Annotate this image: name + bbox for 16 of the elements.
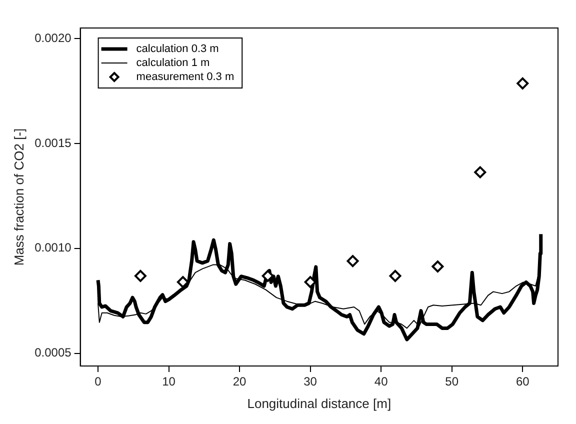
y-axis-title: Mass fraction of CO2 [-] — [11, 128, 26, 266]
y-tick-label: 0.0005 — [34, 346, 72, 360]
x-tick-label: 50 — [445, 374, 459, 389]
y-tick-label: 0.0010 — [34, 240, 72, 255]
x-axis-title: Longitudinal distance [m] — [247, 396, 392, 411]
legend-label: calculation 1 m — [136, 57, 210, 70]
y-tick-label: 0.0015 — [34, 136, 72, 150]
x-tick-label: 40 — [374, 374, 388, 389]
x-tick-label: 10 — [162, 374, 176, 389]
y-tick-label: 0.0020 — [34, 30, 72, 45]
x-tick-label: 20 — [232, 374, 247, 389]
x-tick-label: 60 — [516, 374, 530, 389]
legend-label: measurement 0.3 m — [136, 71, 234, 84]
x-tick-label: 30 — [304, 374, 318, 389]
x-tick-label: 0 — [94, 374, 102, 389]
legend-label: calculation 0.3 m — [136, 43, 219, 56]
